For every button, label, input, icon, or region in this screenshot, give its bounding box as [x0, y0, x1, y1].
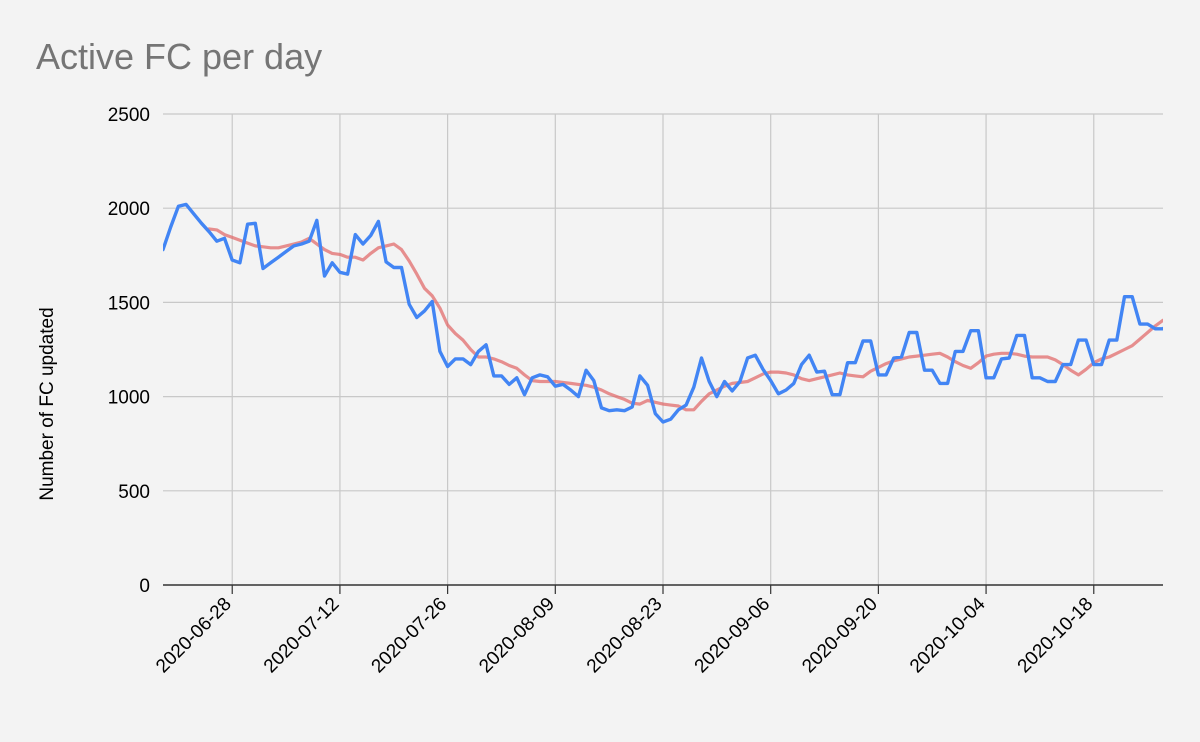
y-axis-label: Number of FC updated [37, 307, 58, 500]
x-tick-label: 2020-10-04 [906, 593, 990, 677]
x-tick-labels: 2020-06-28 2020-07-12 2020-07-26 2020-08-09… [152, 593, 1097, 677]
series-line-daily [163, 202, 1163, 424]
x-tick-label: 2020-09-06 [691, 594, 775, 678]
y-tick-label: 2500 [108, 105, 150, 126]
y-tick-label: 0 [139, 576, 150, 597]
chart-title: Active FC per day [36, 36, 322, 77]
x-tick-label: 2020-08-23 [583, 594, 667, 678]
y-tick-label: 2000 [108, 199, 150, 220]
x-tick-label: 2020-08-09 [475, 594, 559, 678]
series-lines [163, 202, 1163, 424]
gridlines [163, 113, 1163, 594]
x-tick-label: 2020-07-26 [368, 594, 452, 678]
x-tick-label: 2020-09-20 [798, 594, 882, 678]
y-tick-label: 1500 [108, 293, 150, 314]
x-tick-label: 2020-06-28 [152, 594, 236, 678]
y-tick-label: 500 [118, 482, 150, 503]
x-tick-label: 2020-10-18 [1014, 594, 1098, 678]
y-tick-label: 1000 [108, 388, 150, 409]
x-tick-label: 2020-07-12 [260, 594, 344, 678]
y-tick-labels: 0 500 1000 1500 2000 2500 [108, 105, 150, 597]
